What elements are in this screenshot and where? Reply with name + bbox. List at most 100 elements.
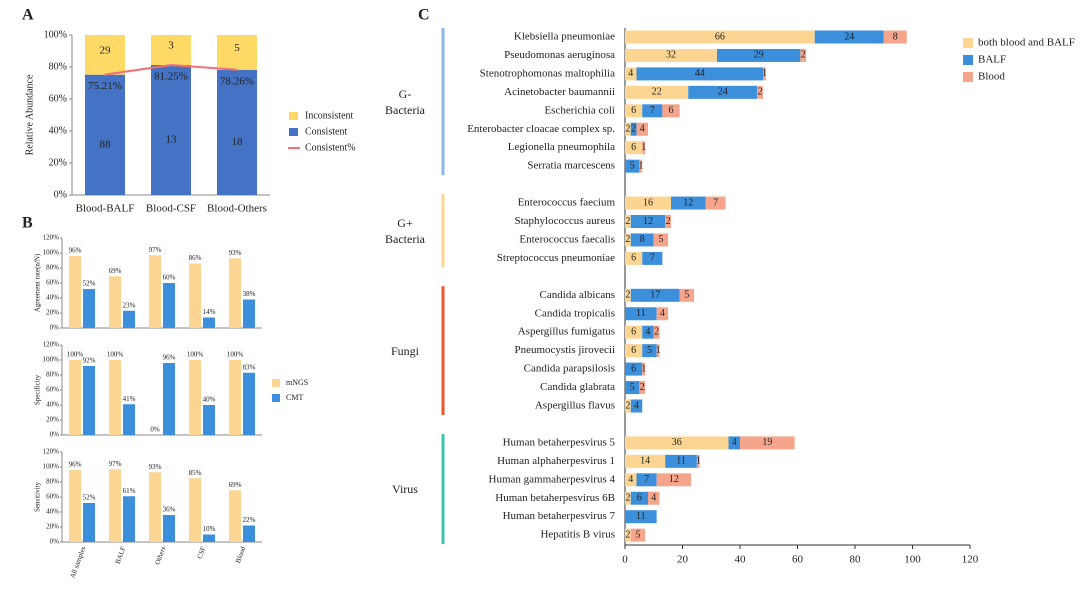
bar-label: 6 [631,363,636,374]
bar-segment [665,454,697,468]
legend-label: CMT [286,393,303,402]
bar-label: 12 [643,216,653,227]
category-label: Enterobacter cloacae complex sp. [467,123,615,135]
y-tick-label: 0% [54,189,67,200]
bar-label: 52% [83,494,96,502]
bar-label: 4 [640,124,645,135]
bar-label: 1 [641,142,646,153]
bar-label: 32 [666,50,676,61]
x-tick-label: 20 [677,554,689,566]
bar-label: 10% [203,525,216,533]
bar-segment [630,399,643,413]
category-label: Escherichia coli [544,104,615,116]
bar-segment [630,215,666,228]
bar-label: 11 [676,456,686,467]
x-tick-label: 120 [962,554,979,566]
bar-label: 14% [203,308,216,316]
bar-segment [85,35,125,75]
bar-segment [639,381,646,395]
bar-label: 88 [100,138,112,150]
bar [189,263,201,328]
bar-segment [648,491,660,505]
y-axis-label: Sensitivity [34,482,42,512]
bar-segment [625,251,643,265]
bar-label: 7 [650,253,655,264]
bar [149,472,161,542]
y-tick-label: 100% [43,249,60,257]
bar-segment [642,104,663,118]
bar-segment [630,288,680,302]
bar [69,360,81,435]
bar-label: 5 [630,160,635,171]
x-tick-label: Blood [234,545,248,564]
consistent-line [104,63,238,76]
bar [229,490,241,542]
bar-segment [705,196,726,210]
legend-label: Consistent [305,126,347,137]
bar-label: 16 [643,197,653,208]
bar-segment [717,48,801,62]
legend-swatch [963,72,973,82]
bar-label: 22% [243,516,256,524]
y-tick-label: 80% [46,478,59,486]
bar [109,276,121,328]
bar-segment [151,65,191,195]
bar-segment [625,454,666,468]
y-tick-label: 120% [43,448,60,456]
bar-segment [636,67,763,81]
bar-segment [630,528,646,542]
legend-label: Consistent% [305,142,356,153]
category-label: Legionella pneumophila [508,141,615,153]
y-tick-label: 80% [49,61,67,72]
bar [243,525,255,542]
bar-label: 2 [625,400,630,411]
bar [149,255,161,328]
bar-label: 2 [631,124,636,135]
bar-label: 24 [718,87,728,98]
bar-segment [883,30,907,44]
bar [243,299,255,328]
category-label: Candida glabrata [540,381,615,393]
category-label: Enterococcus faecium [518,197,616,209]
bar-label: 2 [625,493,630,504]
category-label: Human betaherpesvirus 6B [495,492,615,504]
category-label: Enterococcus faecalis [519,233,615,245]
bar-segment [625,288,631,302]
panel-label: B [22,215,33,232]
category-label: Streptococcus pneumoniae [497,252,615,264]
bar-segment [642,141,646,155]
bar-segment [625,491,631,505]
category-label: Aspergillus fumigatus [518,326,615,338]
bar-segment [653,325,660,339]
bar-segment [625,473,637,487]
bar-segment [625,122,631,136]
y-tick-label: 60% [49,93,67,104]
legend-swatch [963,55,973,65]
bar-label: 2 [666,216,671,227]
bar-label: 6 [631,326,636,337]
bar-label: 93% [229,249,242,257]
y-tick-label: 60% [46,493,59,501]
category-label: Human betaherpesvirus 5 [503,436,616,448]
bar [203,317,215,328]
bar-label: 6 [631,345,636,356]
line-label: 78.26% [220,75,254,87]
bar-label: 7 [713,197,718,208]
bar [123,310,135,328]
y-tick-label: 0% [50,431,60,439]
bar-segment [625,510,657,524]
bar-label: 2 [625,529,630,540]
bar-segment [625,436,729,450]
bar-label: 96% [69,247,82,255]
bar-label: 2 [801,50,806,61]
group-label: G+ Bacteria [385,215,425,246]
group-label: Virus [392,482,418,497]
y-tick-label: 20% [46,523,59,531]
bar-label: 86% [189,254,202,262]
x-tick-label: 40 [735,554,747,566]
bar-label: 5 [658,234,663,245]
category-label: Candida tropicalis [535,307,615,319]
legend-label: BALF [978,54,1006,66]
bar [69,470,81,542]
bar-label: 2 [758,87,763,98]
